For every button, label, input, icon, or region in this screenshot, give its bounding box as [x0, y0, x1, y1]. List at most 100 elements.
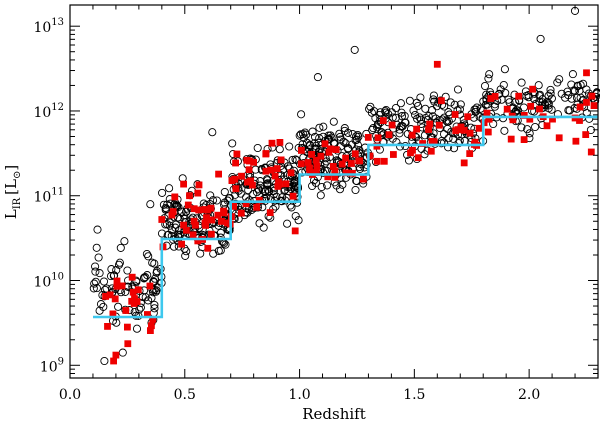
open-circle-point	[100, 356, 109, 366]
red-square-point	[460, 159, 468, 167]
open-circle-point	[369, 124, 378, 133]
red-square-point	[464, 113, 472, 121]
open-circle-point	[259, 223, 268, 232]
open-circle-point	[417, 115, 426, 124]
red-square-point	[373, 157, 381, 165]
red-square-point	[195, 206, 203, 214]
red-square-point	[246, 157, 253, 165]
red-square-point	[180, 221, 187, 229]
open-circle-point	[387, 108, 396, 117]
open-circle-point	[535, 91, 544, 100]
red-square-point	[466, 150, 474, 157]
open-circle-point	[159, 200, 168, 209]
open-circle-point	[561, 93, 570, 102]
open-circle-point	[455, 105, 464, 114]
y-tick-label: 109	[40, 356, 64, 375]
open-circle-point	[308, 181, 317, 191]
y-tick-label: 1013	[33, 17, 64, 36]
open-circle-point	[263, 179, 272, 188]
open-circle-point	[146, 200, 155, 209]
axes: 0.0 0.5 1.0 1.5 2.0 109 1010 1011 1012 1013	[33, 5, 598, 403]
y-label-unit-close: ]	[2, 165, 20, 171]
open-circle-point	[482, 90, 491, 99]
red-square-point	[148, 322, 155, 330]
red-square-point	[484, 128, 492, 136]
y-label-unit-open: [L	[2, 179, 20, 195]
open-circle-point	[315, 123, 324, 132]
open-circle-point	[275, 145, 284, 154]
red-square-point	[298, 147, 305, 154]
red-square-point	[433, 60, 441, 68]
red-square-point	[247, 177, 254, 185]
red-square-point	[360, 175, 367, 183]
open-circle-point	[136, 303, 145, 312]
open-circle-point	[429, 91, 438, 100]
open-circle-point	[544, 91, 553, 100]
open-circle-point	[353, 130, 362, 140]
open-circle-point	[417, 119, 426, 128]
red-square-point	[228, 177, 236, 184]
red-square-point	[255, 196, 263, 204]
open-circle-point	[382, 105, 391, 115]
open-circle-point	[123, 266, 132, 275]
open-circle-point	[96, 300, 106, 309]
red-square-point	[390, 151, 397, 158]
open-circle-point	[576, 80, 585, 90]
red-square-point	[342, 169, 350, 177]
open-circle-point	[381, 108, 390, 117]
open-circle-point	[500, 65, 509, 74]
red-square-point	[111, 295, 119, 303]
open-circle-point	[244, 186, 253, 195]
open-circle-point	[524, 91, 533, 100]
red-square-point	[124, 340, 132, 348]
open-circle-point	[91, 262, 100, 271]
open-circle-point	[324, 131, 333, 140]
open-circle-point	[283, 219, 292, 228]
red-square-point	[509, 116, 517, 124]
open-circle-point	[568, 70, 577, 79]
open-circle-point	[497, 95, 506, 104]
red-square-series	[102, 60, 598, 365]
open-circle-point	[377, 128, 386, 137]
red-square-point	[515, 92, 523, 100]
red-square-point	[249, 181, 256, 189]
open-circle-point	[400, 118, 409, 127]
red-square-point	[266, 209, 274, 216]
red-square-point	[289, 192, 297, 200]
open-circle-point	[148, 258, 157, 267]
red-square-point	[312, 156, 320, 164]
red-square-point	[207, 204, 215, 212]
open-circle-point	[351, 185, 360, 195]
open-circle-point	[429, 129, 438, 138]
red-square-point	[385, 131, 393, 139]
red-square-point	[128, 273, 136, 281]
open-circle-point	[208, 128, 217, 137]
red-square-point	[503, 105, 511, 113]
open-circle-point	[366, 102, 375, 111]
open-circle-point	[573, 81, 582, 90]
open-circle-point	[262, 179, 272, 189]
red-square-point	[122, 307, 130, 314]
red-square-point	[104, 323, 111, 330]
open-circle-point	[313, 73, 322, 82]
y-label-sub: IR	[12, 197, 23, 209]
open-circle-point	[446, 98, 455, 107]
x-tick-label: 1.0	[288, 387, 310, 403]
red-square-point	[195, 181, 203, 189]
red-square-point	[268, 139, 276, 147]
open-circle-point	[152, 268, 161, 277]
red-square-point	[452, 127, 460, 135]
open-circle-point	[485, 70, 494, 79]
red-square-point	[373, 142, 381, 150]
open-circle-point	[324, 135, 333, 144]
open-circle-point	[228, 139, 237, 148]
red-square-point	[388, 121, 396, 129]
red-square-point	[409, 146, 416, 154]
open-circle-point	[555, 75, 564, 84]
open-circle-point	[132, 276, 141, 285]
open-circle-point	[329, 117, 338, 126]
open-circle-point	[216, 246, 225, 255]
red-square-point	[291, 227, 299, 235]
red-square-point	[313, 169, 320, 176]
red-square-point	[379, 117, 387, 124]
